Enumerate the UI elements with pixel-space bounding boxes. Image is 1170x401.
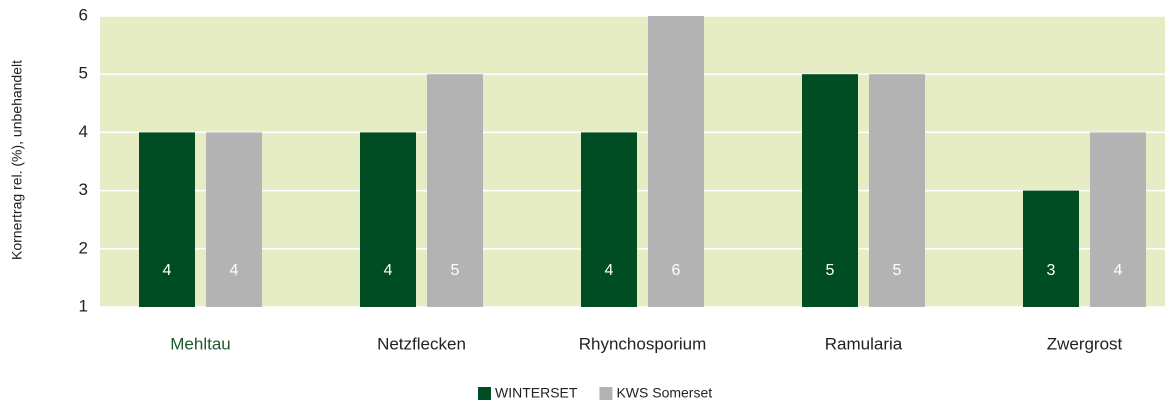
y-tick-label: 2	[79, 238, 88, 257]
bar	[1090, 132, 1146, 307]
value-label: 5	[893, 262, 902, 279]
bar	[360, 132, 416, 307]
value-label: 5	[451, 262, 460, 279]
value-label: 4	[384, 262, 393, 279]
legend-swatch	[478, 387, 491, 400]
value-label: 4	[163, 262, 172, 279]
bar	[648, 16, 704, 307]
x-tick-label: Mehltau	[170, 334, 230, 353]
value-label: 5	[826, 262, 835, 279]
y-tick-label: 5	[79, 64, 88, 83]
value-label: 4	[230, 262, 239, 279]
value-label: 3	[1047, 262, 1056, 279]
x-tick-label: Ramularia	[825, 334, 903, 353]
bar	[206, 132, 262, 307]
y-tick-label: 1	[79, 296, 88, 315]
legend-label: WINTERSET	[495, 385, 578, 401]
y-tick-label: 3	[79, 180, 88, 199]
y-tick-label: 4	[79, 122, 88, 141]
bar	[427, 74, 483, 307]
x-tick-label: Zwergrost	[1047, 334, 1123, 353]
x-tick-label: Netzflecken	[377, 334, 466, 353]
y-tick-label: 6	[79, 5, 88, 24]
value-label: 6	[672, 262, 681, 279]
value-label: 4	[1114, 262, 1123, 279]
value-label: 4	[605, 262, 614, 279]
bar	[581, 132, 637, 307]
legend-swatch	[599, 387, 613, 400]
bar	[139, 132, 195, 307]
bar	[1023, 190, 1079, 307]
bar	[869, 74, 925, 307]
y-axis-label: Kornertrag rel. (%), unbehandelt	[9, 60, 25, 260]
bar	[802, 74, 858, 307]
x-tick-label: Rhynchosporium	[579, 334, 707, 353]
legend-label: KWS Somerset	[616, 385, 712, 401]
